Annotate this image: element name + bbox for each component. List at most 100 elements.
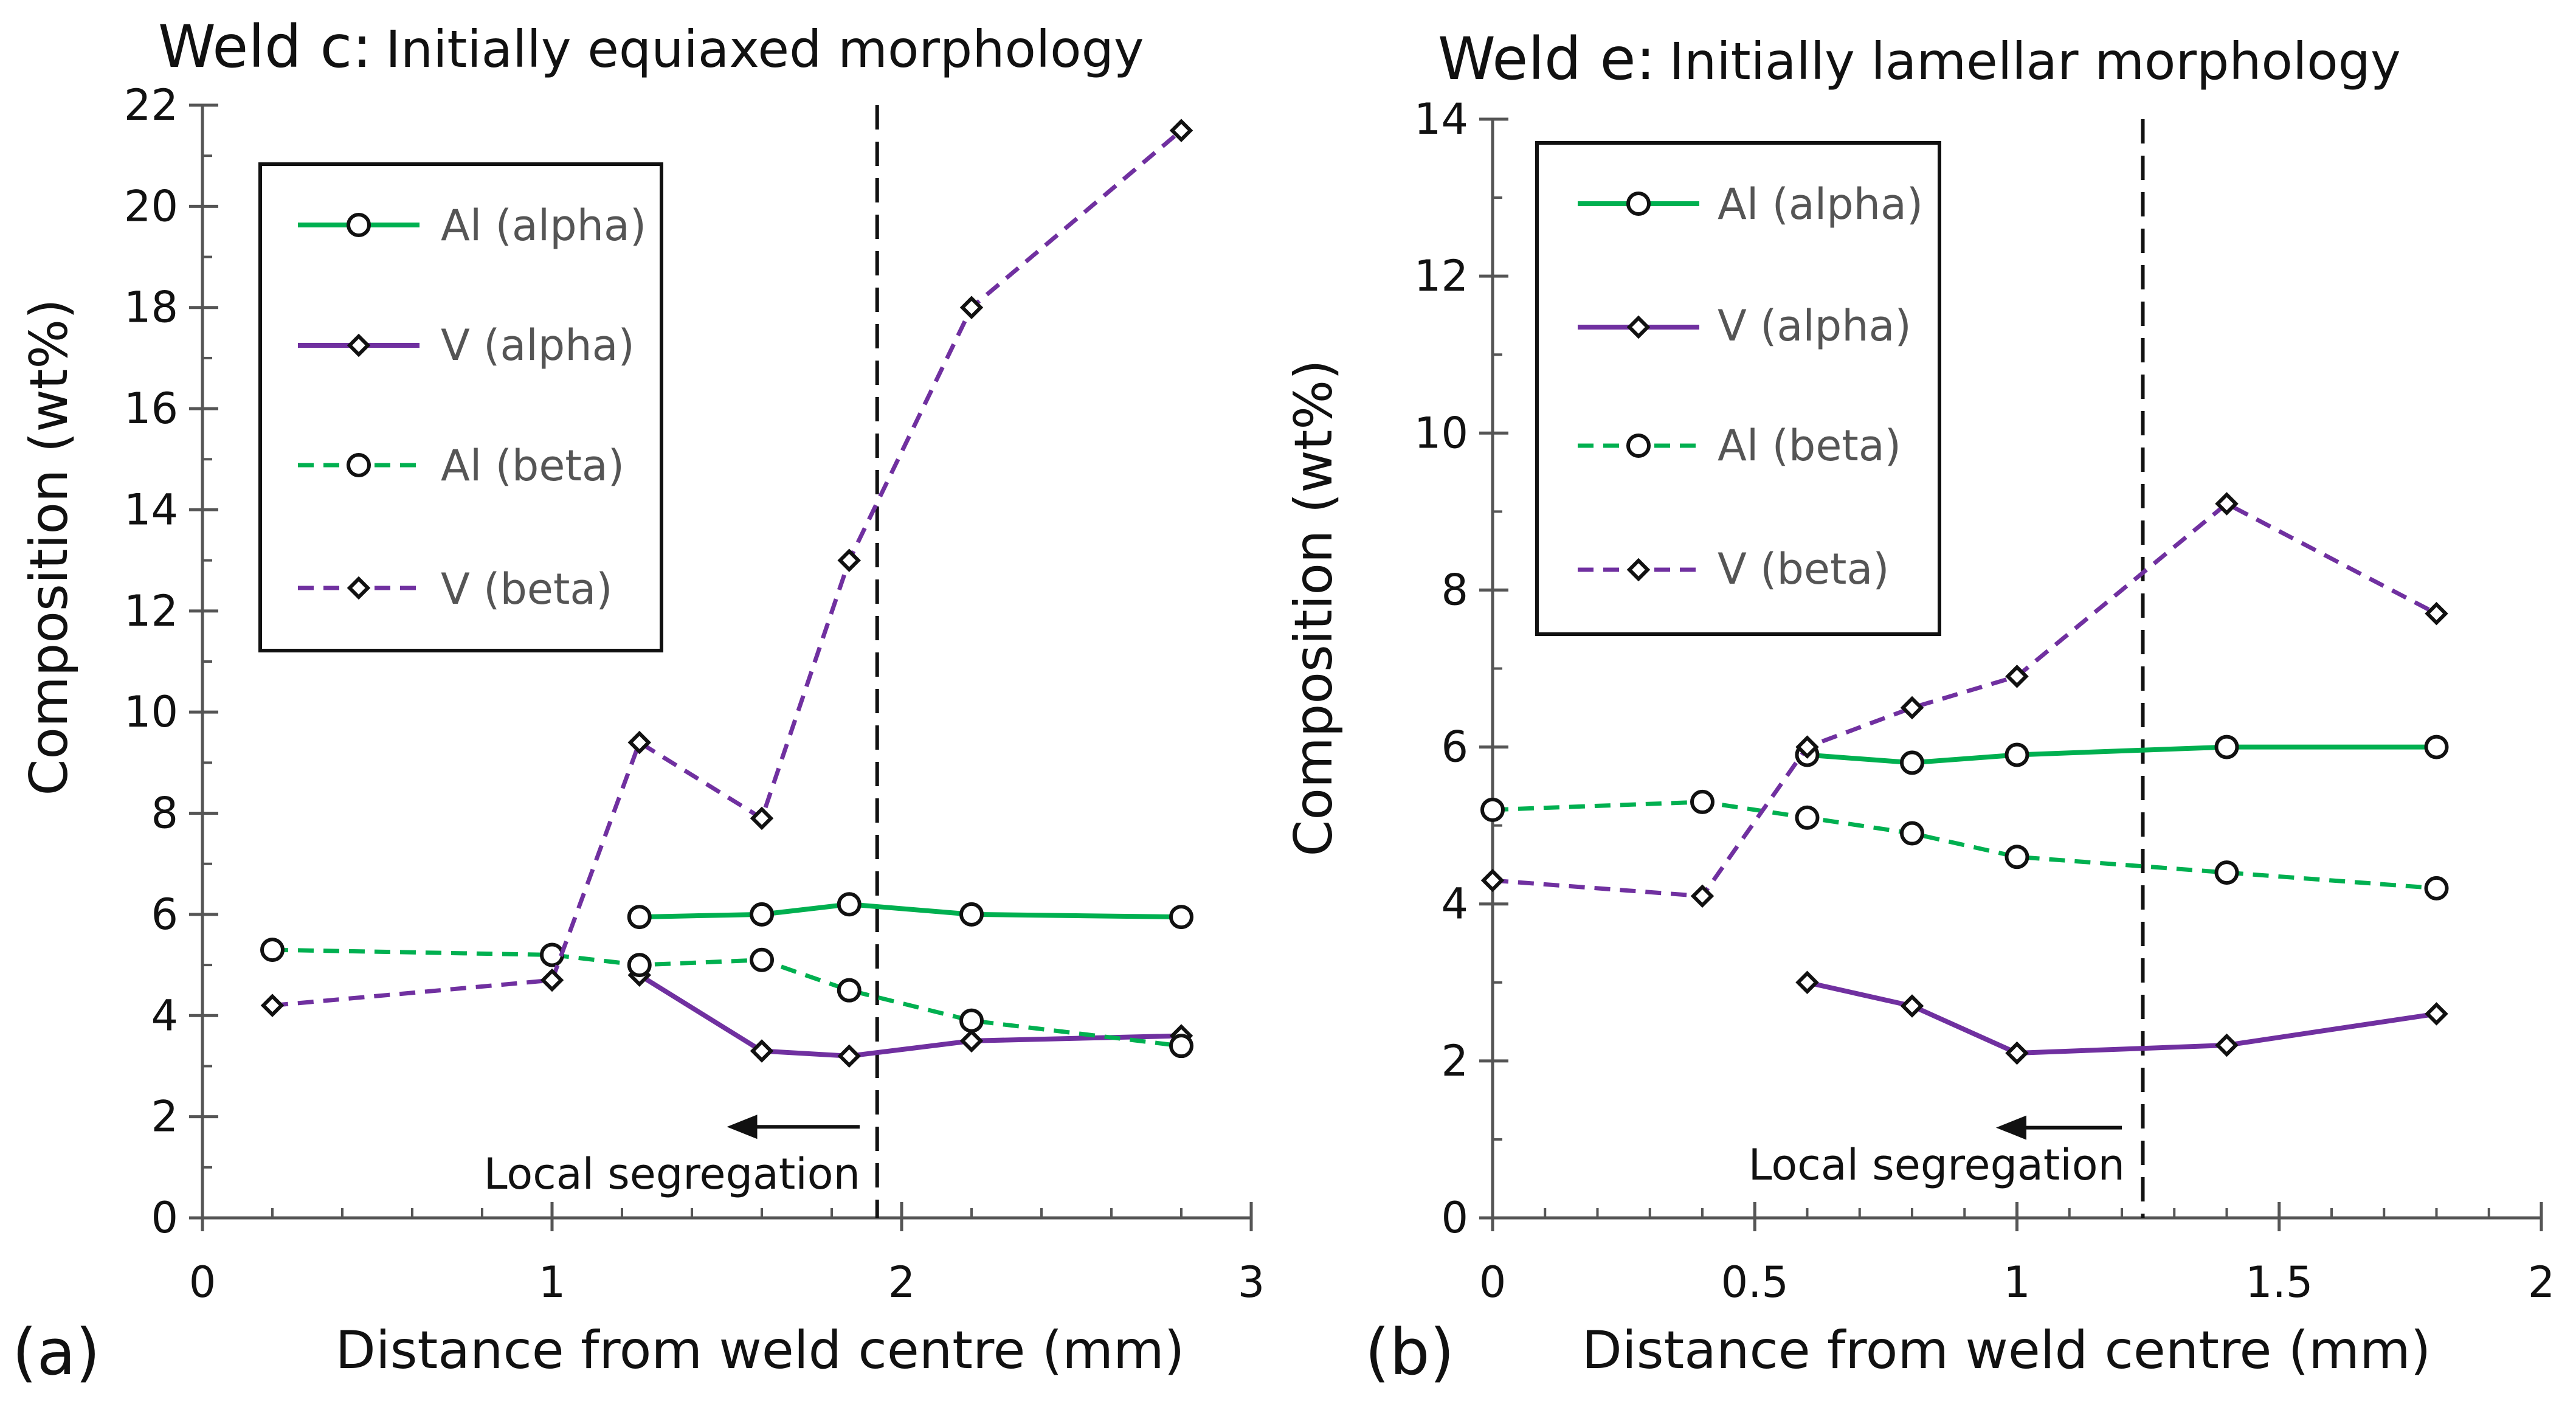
panel-b-series-al-beta bbox=[1480, 789, 2449, 900]
panel-b-point-v-alpha bbox=[1900, 994, 1924, 1018]
panel-b-point-v-beta bbox=[1900, 696, 1924, 720]
panel-b-series-al-alpha bbox=[1795, 734, 2449, 775]
panel-a-point-al-beta bbox=[260, 938, 285, 963]
panel-a-title: Weld c: Initially equiaxed morphology bbox=[158, 13, 1144, 81]
panel-a-legend-item-al-beta: Al (beta) bbox=[298, 441, 624, 491]
panel-b-legend-marker-al-alpha bbox=[1626, 192, 1651, 216]
panel-a-series-v-alpha bbox=[627, 963, 1193, 1068]
panel-a-point-v-beta bbox=[260, 994, 285, 1017]
panel-a-point-al-beta bbox=[627, 953, 652, 978]
panel-a-x-tick-label: 0 bbox=[189, 1257, 216, 1307]
panel-a-legend-marker-v-alpha bbox=[347, 333, 371, 358]
panel-a-legend-label-al-alpha: Al (alpha) bbox=[441, 201, 646, 251]
panel-a-y-tick-label: 6 bbox=[151, 890, 178, 939]
panel-b-point-al-beta bbox=[2005, 845, 2029, 869]
panel-a-point-al-alpha bbox=[750, 902, 774, 927]
panel-a-legend: Al (alpha) V (alpha) Al (beta) V (beta) bbox=[258, 162, 663, 652]
panel-a-arrow-head bbox=[727, 1115, 758, 1139]
panel-a-point-v-beta bbox=[837, 548, 861, 572]
panel-b-legend-item-v-alpha: V (alpha) bbox=[1578, 301, 1911, 351]
panel-b-x-tick-label: 0 bbox=[1479, 1257, 1507, 1307]
panel-b-point-v-beta bbox=[2005, 665, 2029, 688]
panel-b-y-tick-label: 0 bbox=[1441, 1193, 1468, 1243]
panel-b-legend-item-al-beta: Al (beta) bbox=[1578, 421, 1901, 471]
panel-a-legend-item-v-beta: V (beta) bbox=[298, 564, 613, 614]
panel-a-point-al-alpha bbox=[1169, 905, 1193, 930]
panel-b: Weld e: Initially lamellar morphology 0 2… bbox=[1283, 25, 2555, 1389]
panel-b-title: Weld e: Initially lamellar morphology bbox=[1438, 25, 2401, 93]
panel-b-point-al-beta bbox=[1900, 821, 1924, 846]
panel-b-legend-marker-v-alpha bbox=[1626, 315, 1651, 339]
panel-b-point-v-alpha bbox=[2005, 1041, 2029, 1065]
panel-a-legend-marker-al-beta bbox=[347, 453, 371, 477]
panel-b-legend: Al (alpha) V (alpha) Al (beta) V (beta) bbox=[1535, 141, 1941, 636]
panel-b-point-v-alpha bbox=[2215, 1033, 2239, 1057]
panel-a-point-v-beta bbox=[540, 968, 564, 992]
panel-a-point-v-alpha bbox=[837, 1044, 861, 1068]
panel-a-series-al-alpha bbox=[627, 892, 1193, 930]
panel-a-annotation: Local segregation bbox=[484, 1149, 860, 1199]
panel-b-point-v-beta bbox=[1690, 884, 1714, 908]
panel-b-legend-item-al-alpha: Al (alpha) bbox=[1578, 179, 1923, 229]
panel-b-point-al-beta bbox=[2214, 860, 2239, 885]
panel-b-x-tick-label: 1 bbox=[2003, 1257, 2031, 1307]
panel-b-point-v-alpha bbox=[2425, 1002, 2448, 1026]
panel-b-point-al-alpha bbox=[1900, 750, 1924, 775]
panel-a-series-line-al-alpha bbox=[639, 902, 1182, 920]
panel-b-ylabel: Composition (wt%) bbox=[1283, 359, 1344, 856]
panel-b-y-tick-label: 14 bbox=[1414, 94, 1468, 144]
panel-a-legend-label-al-beta: Al (beta) bbox=[441, 441, 624, 491]
panel-a-point-v-beta bbox=[750, 806, 774, 831]
panel-a-legend-box bbox=[258, 162, 663, 652]
panel-a-series-v-beta bbox=[260, 119, 1193, 1017]
panel-b-annotation: Local segregation bbox=[1749, 1140, 2125, 1190]
panel-a-point-al-beta bbox=[959, 1008, 984, 1033]
panel-b-legend-label-al-alpha: Al (alpha) bbox=[1718, 179, 1923, 229]
panel-b-point-v-beta bbox=[2215, 492, 2239, 516]
panel-b-y-tick-label: 12 bbox=[1414, 251, 1468, 301]
panel-b-legend-item-v-beta: V (beta) bbox=[1578, 544, 1890, 594]
panel-b-legend-label-v-beta: V (beta) bbox=[1718, 544, 1890, 594]
panel-a-point-al-alpha bbox=[959, 902, 984, 927]
panel-a-legend-item-al-alpha: Al (alpha) bbox=[298, 201, 646, 251]
panel-b-x-tick-label: 2 bbox=[2528, 1257, 2555, 1307]
panel-a-y-tick-label: 4 bbox=[151, 990, 178, 1040]
panel-a-y-tick-label: 16 bbox=[124, 384, 178, 434]
panel-b-point-al-beta bbox=[1690, 789, 1714, 814]
panel-b-y-tick-label: 8 bbox=[1441, 565, 1468, 615]
panel-a-point-v-beta bbox=[1169, 119, 1193, 142]
panel-b-x-tick-label: 1.5 bbox=[2245, 1257, 2313, 1307]
panel-a-y-tick-label: 0 bbox=[151, 1193, 178, 1243]
panel-a-title-sub: Initially equiaxed morphology bbox=[385, 19, 1144, 79]
panel-a-y-tick-label: 18 bbox=[124, 283, 178, 333]
panel-b-plot: 0 2 4 6 8 10 12 14 0 0.5 1 1.5 2 bbox=[1414, 94, 2555, 1307]
panel-b-legend-marker-v-beta bbox=[1626, 558, 1651, 582]
panel-b-y-tick-label: 10 bbox=[1414, 408, 1468, 458]
panel-a-y-tick-label: 12 bbox=[124, 586, 178, 636]
panel-b-y-tick-label: 2 bbox=[1441, 1036, 1468, 1086]
panel-a-label: (a) bbox=[12, 1315, 100, 1389]
panel-a: Weld c: Initially equiaxed morphology 0 2… bbox=[12, 13, 1265, 1389]
panel-a-point-al-alpha bbox=[837, 892, 862, 917]
panel-a-series-al-beta bbox=[260, 938, 1193, 1059]
panel-b-series-line-al-beta bbox=[1492, 800, 2437, 891]
panel-b-point-v-beta bbox=[1480, 868, 1505, 893]
panel-a-y-tick-label: 20 bbox=[124, 181, 178, 231]
panel-a-y-tick-label: 22 bbox=[124, 80, 178, 130]
panel-a-legend-label-v-alpha: V (alpha) bbox=[441, 320, 635, 370]
panel-a-point-al-beta bbox=[837, 978, 862, 1003]
panel-a-x-tick-label: 1 bbox=[539, 1257, 566, 1307]
panel-a-legend-marker-v-beta bbox=[347, 576, 371, 600]
panel-a-series-line-v-alpha bbox=[638, 973, 1182, 1059]
panel-b-x-tick-label: 0.5 bbox=[1721, 1257, 1789, 1307]
panel-b-point-al-beta bbox=[1795, 805, 1820, 830]
panel-b-xlabel: Distance from weld centre (mm) bbox=[1582, 1320, 2431, 1381]
panel-a-point-al-alpha bbox=[627, 905, 652, 930]
panel-b-point-al-alpha bbox=[2424, 734, 2449, 759]
panel-a-point-v-alpha bbox=[959, 1029, 984, 1053]
panel-a-title-main: Weld c: bbox=[158, 13, 372, 81]
panel-b-arrow-head bbox=[1996, 1115, 2026, 1140]
panel-b-point-al-alpha bbox=[2005, 742, 2029, 767]
